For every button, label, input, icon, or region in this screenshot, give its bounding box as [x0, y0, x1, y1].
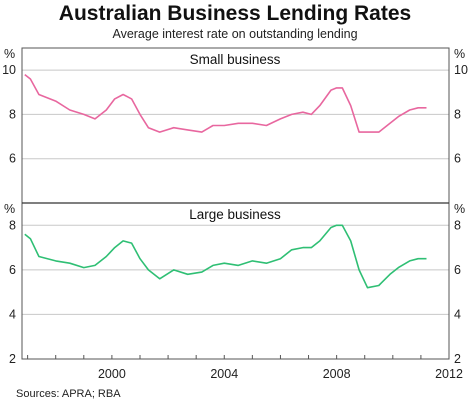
- small-business-ytick-left: 10: [2, 63, 16, 77]
- chart-subtitle: Average interest rate on outstanding len…: [112, 27, 357, 41]
- small-business-ytick-left: 8: [9, 107, 16, 121]
- x-tick-label: 2000: [98, 367, 126, 381]
- small-business-ytick-left: 6: [9, 152, 16, 166]
- x-tick-label: 2004: [210, 367, 238, 381]
- chart-title: Australian Business Lending Rates: [59, 2, 411, 25]
- large-business-ytick-left: 6: [9, 263, 16, 277]
- large-business-ytick-right: 6: [454, 263, 461, 277]
- source-note: Sources: APRA; RBA: [16, 388, 121, 400]
- small-business-unit-right: %: [454, 47, 465, 61]
- large-business-ytick-right: 8: [454, 218, 461, 232]
- large-business-unit-left: %: [4, 202, 15, 216]
- large-business-ytick-left: 4: [9, 307, 16, 321]
- plot-area: 6 6 8 8 10 10% % Small business 2 2 4 4 6 6 8 8% % Large …: [2, 47, 468, 381]
- large-business-ytick-left: 2: [9, 352, 16, 366]
- small-business-panel-title: Small business: [190, 52, 281, 67]
- small-business-ytick-right: 6: [454, 152, 461, 166]
- small-business-ytick-right: 8: [454, 107, 461, 121]
- small-business-series-line: [24, 73, 427, 133]
- large-business-ytick-right: 4: [454, 307, 461, 321]
- large-business-ytick-left: 8: [9, 218, 16, 232]
- small-business-unit-left: %: [4, 47, 15, 61]
- small-business-ytick-right: 10: [454, 63, 468, 77]
- large-business-unit-right: %: [454, 202, 465, 216]
- x-tick-label: 2008: [323, 367, 351, 381]
- large-business-ytick-right: 2: [454, 352, 461, 366]
- x-tick-label: 2012: [435, 367, 463, 381]
- large-business-panel-title: Large business: [189, 207, 281, 222]
- large-business-series-line: [24, 224, 427, 289]
